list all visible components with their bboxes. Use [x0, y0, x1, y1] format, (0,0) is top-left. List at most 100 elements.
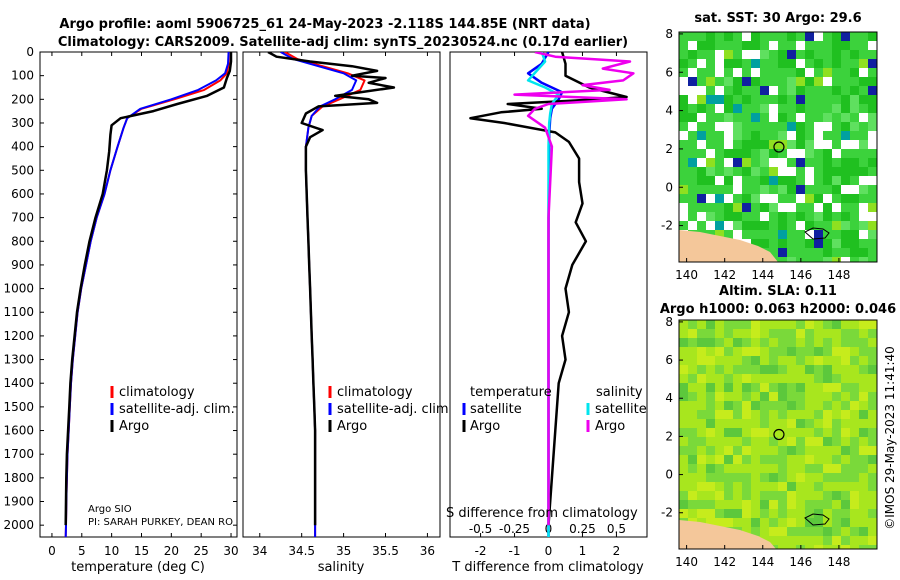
map-cell [859, 149, 868, 158]
map-cell [868, 149, 877, 158]
map-cell [850, 104, 859, 113]
map-cell [715, 446, 724, 455]
map-cell [706, 104, 715, 113]
map-cell [778, 257, 787, 262]
salinity-series [267, 52, 396, 537]
map-cell [715, 374, 724, 383]
map-cell [787, 50, 796, 59]
map-cell [697, 464, 706, 473]
map-cell [697, 410, 706, 419]
map-cell [742, 392, 751, 401]
map-cell [850, 491, 859, 500]
map-cell [751, 203, 760, 212]
map-cell [724, 320, 733, 329]
map-cell [805, 32, 814, 41]
map-cell [715, 455, 724, 464]
map-cell [868, 410, 877, 419]
map-cell [814, 518, 823, 527]
map-cell [796, 401, 805, 410]
map-cell [787, 464, 796, 473]
map-y-tick-label: 2 [665, 142, 673, 156]
map-cell [841, 131, 850, 140]
map-cell [724, 95, 733, 104]
map-cell [814, 473, 823, 482]
map-cell [751, 491, 760, 500]
map-cell [706, 392, 715, 401]
map-cell [868, 491, 877, 500]
map-cell [841, 419, 850, 428]
map-cell [868, 104, 877, 113]
map-cell [850, 383, 859, 392]
map-cell [796, 185, 805, 194]
map-cell [751, 401, 760, 410]
map-cell [823, 482, 832, 491]
map-y-tick-label: 6 [665, 65, 673, 79]
map-cell [769, 446, 778, 455]
map-cell [859, 374, 868, 383]
map-cell [823, 383, 832, 392]
map-cell [688, 167, 697, 176]
map-cell [769, 392, 778, 401]
map-cell [868, 320, 877, 329]
map-cell [859, 383, 868, 392]
map-cell [679, 491, 688, 500]
depth-tick-label: 1100 [3, 305, 34, 319]
map-cell [688, 437, 697, 446]
map-cell [850, 401, 859, 410]
map-cell [832, 455, 841, 464]
map-cell [805, 527, 814, 536]
map-cell [814, 374, 823, 383]
map-cell [841, 482, 850, 491]
map-cell [688, 194, 697, 203]
map-cell [832, 320, 841, 329]
map-cell [805, 113, 814, 122]
map-cell [724, 464, 733, 473]
map-cell [715, 437, 724, 446]
map-cell [814, 248, 823, 257]
map-cell [850, 32, 859, 41]
map-cell [841, 32, 850, 41]
map-cell [868, 95, 877, 104]
map-cell [706, 338, 715, 347]
map-cell [760, 113, 769, 122]
map-cell [868, 338, 877, 347]
depth-tick-label: 0 [26, 45, 34, 59]
map-cell [733, 149, 742, 158]
map-cell [841, 230, 850, 239]
map-cell [859, 509, 868, 518]
map-cell [679, 464, 688, 473]
map-cell [778, 59, 787, 68]
map-cell [688, 104, 697, 113]
map-cell [697, 41, 706, 50]
map-cell [733, 419, 742, 428]
map-cell [760, 455, 769, 464]
map-cell [706, 86, 715, 95]
map-cell [823, 473, 832, 482]
map-cell [733, 203, 742, 212]
map-cell [841, 239, 850, 248]
map-cell [733, 140, 742, 149]
map-cell [850, 149, 859, 158]
map-cell [814, 86, 823, 95]
map-cell [724, 518, 733, 527]
map-cell [805, 356, 814, 365]
map-cell [859, 140, 868, 149]
temperature-axes [39, 51, 238, 538]
map-cell [859, 446, 868, 455]
map-x-tick-label: 146 [789, 555, 812, 569]
map-cell [778, 482, 787, 491]
map-cell [742, 221, 751, 230]
map-cell [787, 383, 796, 392]
map-cell [688, 374, 697, 383]
title-line-1: Argo profile: aoml 5906725_61 24-May-202… [59, 17, 590, 32]
map-cell [778, 221, 787, 230]
map-cell [751, 410, 760, 419]
map-cell [823, 401, 832, 410]
map-cell [850, 365, 859, 374]
map-cell [868, 158, 877, 167]
map-cell [706, 158, 715, 167]
map-cell [760, 356, 769, 365]
map-cell [832, 329, 841, 338]
map-cell [868, 230, 877, 239]
map-cell [760, 95, 769, 104]
